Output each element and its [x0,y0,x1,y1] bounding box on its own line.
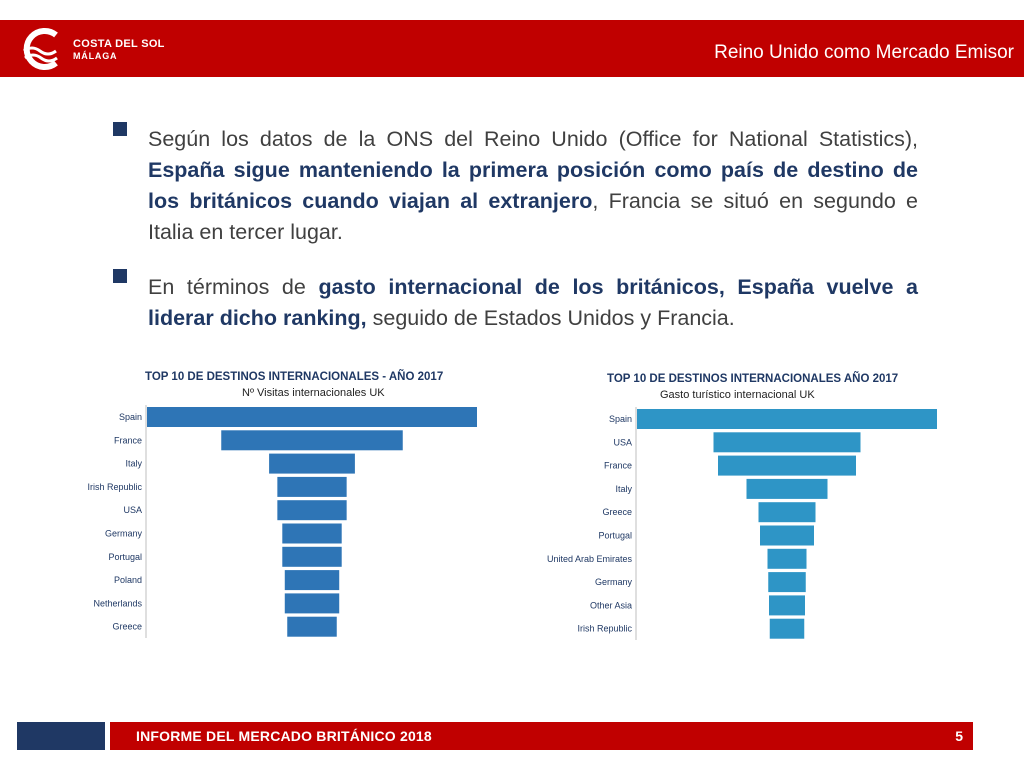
footer-report-title: INFORME DEL MERCADO BRITÁNICO 2018 [136,728,432,744]
chart-bar [277,476,347,497]
chart-bar [284,593,340,614]
sun-wave-logo-icon [23,28,58,70]
page-number: 5 [955,728,963,744]
chart-visits-funnel: Spain France Italy Irish Republic USA Germany… [87,405,477,638]
bullet-paragraph-ons: Según los datos de la ONS del Reino Unid… [148,124,918,248]
logo-line-1: COSTA DEL SOL [73,38,165,50]
chart-2-title: TOP 10 DE DESTINOS INTERNACIONALES AÑO 2… [607,373,899,385]
chart-category-label: Portugal [108,552,142,562]
chart-category-label: Greece [602,507,632,517]
chart-category-label: USA [613,437,632,447]
chart-category-label: Italy [615,484,632,494]
bullet-marker-square-icon [113,122,127,136]
chart-bar [282,546,342,567]
chart-bar [282,523,342,544]
header-bar: COSTA DEL SOL MÁLAGA Reino Unido como Me… [0,20,1024,77]
chart-category-label: USA [123,505,142,515]
footer-accent-block [17,722,105,750]
bullet-text: , Francia se situó en segundo e Italia e… [148,189,919,244]
section-title: Reino Unido como Mercado Emisor [714,42,1014,63]
chart-category-label: United Arab Emirates [547,554,633,564]
chart-bar [746,478,828,499]
chart-category-label: Germany [105,529,143,539]
chart-bar [147,407,477,427]
chart-bar [221,430,403,451]
chart-category-label: Irish Republic [577,624,632,634]
chart-bar [713,432,861,453]
chart-bar [637,409,937,429]
chart-category-label: Irish Republic [87,482,142,492]
chart-bar [269,453,355,474]
chart-2-subtitle: Gasto turístico internacional UK [660,389,815,401]
chart-category-label: Spain [119,412,142,422]
chart-bar [767,548,807,569]
bullet-bold-text: gasto internacional de los británicos, E… [148,275,918,330]
chart-spending-funnel: Spain USA France Italy Greece Portugal United … [547,407,937,640]
chart-category-label: Poland [114,575,142,585]
chart-bar [768,572,806,593]
bullet-bold-text: España sigue manteniendo la primera posi… [148,158,918,213]
bullet-paragraph-gasto: En términos de gasto internacional de lo… [148,272,918,334]
costa-del-sol-logo[interactable]: COSTA DEL SOL MÁLAGA [16,24,196,74]
bullet-text: seguido de Estados Unidos y Francia. [366,306,735,330]
chart-bar [718,455,856,476]
chart-bar [760,525,814,546]
bullet-text: En términos de [148,275,319,299]
bullet-text: Según los datos de la ONS del Reino Unid… [148,127,918,151]
chart-category-label: Germany [595,577,633,587]
chart-1-subtitle: Nº Visitas internacionales UK [242,387,385,399]
footer-bar: INFORME DEL MERCADO BRITÁNICO 2018 5 [110,722,973,750]
chart-category-label: Netherlands [93,598,142,608]
chart-category-label: Italy [125,459,142,469]
chart-1-title: TOP 10 DE DESTINOS INTERNACIONALES - AÑO… [145,371,444,383]
chart-category-label: Other Asia [590,600,632,610]
chart-bar [284,570,340,591]
chart-bar [769,618,805,639]
chart-bar [758,502,816,523]
bullet-marker-square-icon [113,269,127,283]
logo-line-2: MÁLAGA [73,51,118,61]
chart-bar [769,595,805,616]
chart-category-label: Spain [609,414,632,424]
chart-category-label: Portugal [598,531,632,541]
chart-category-label: Greece [112,622,142,632]
chart-category-label: France [604,461,632,471]
chart-category-label: France [114,435,142,445]
chart-bar [287,616,337,637]
chart-bar [277,500,347,521]
